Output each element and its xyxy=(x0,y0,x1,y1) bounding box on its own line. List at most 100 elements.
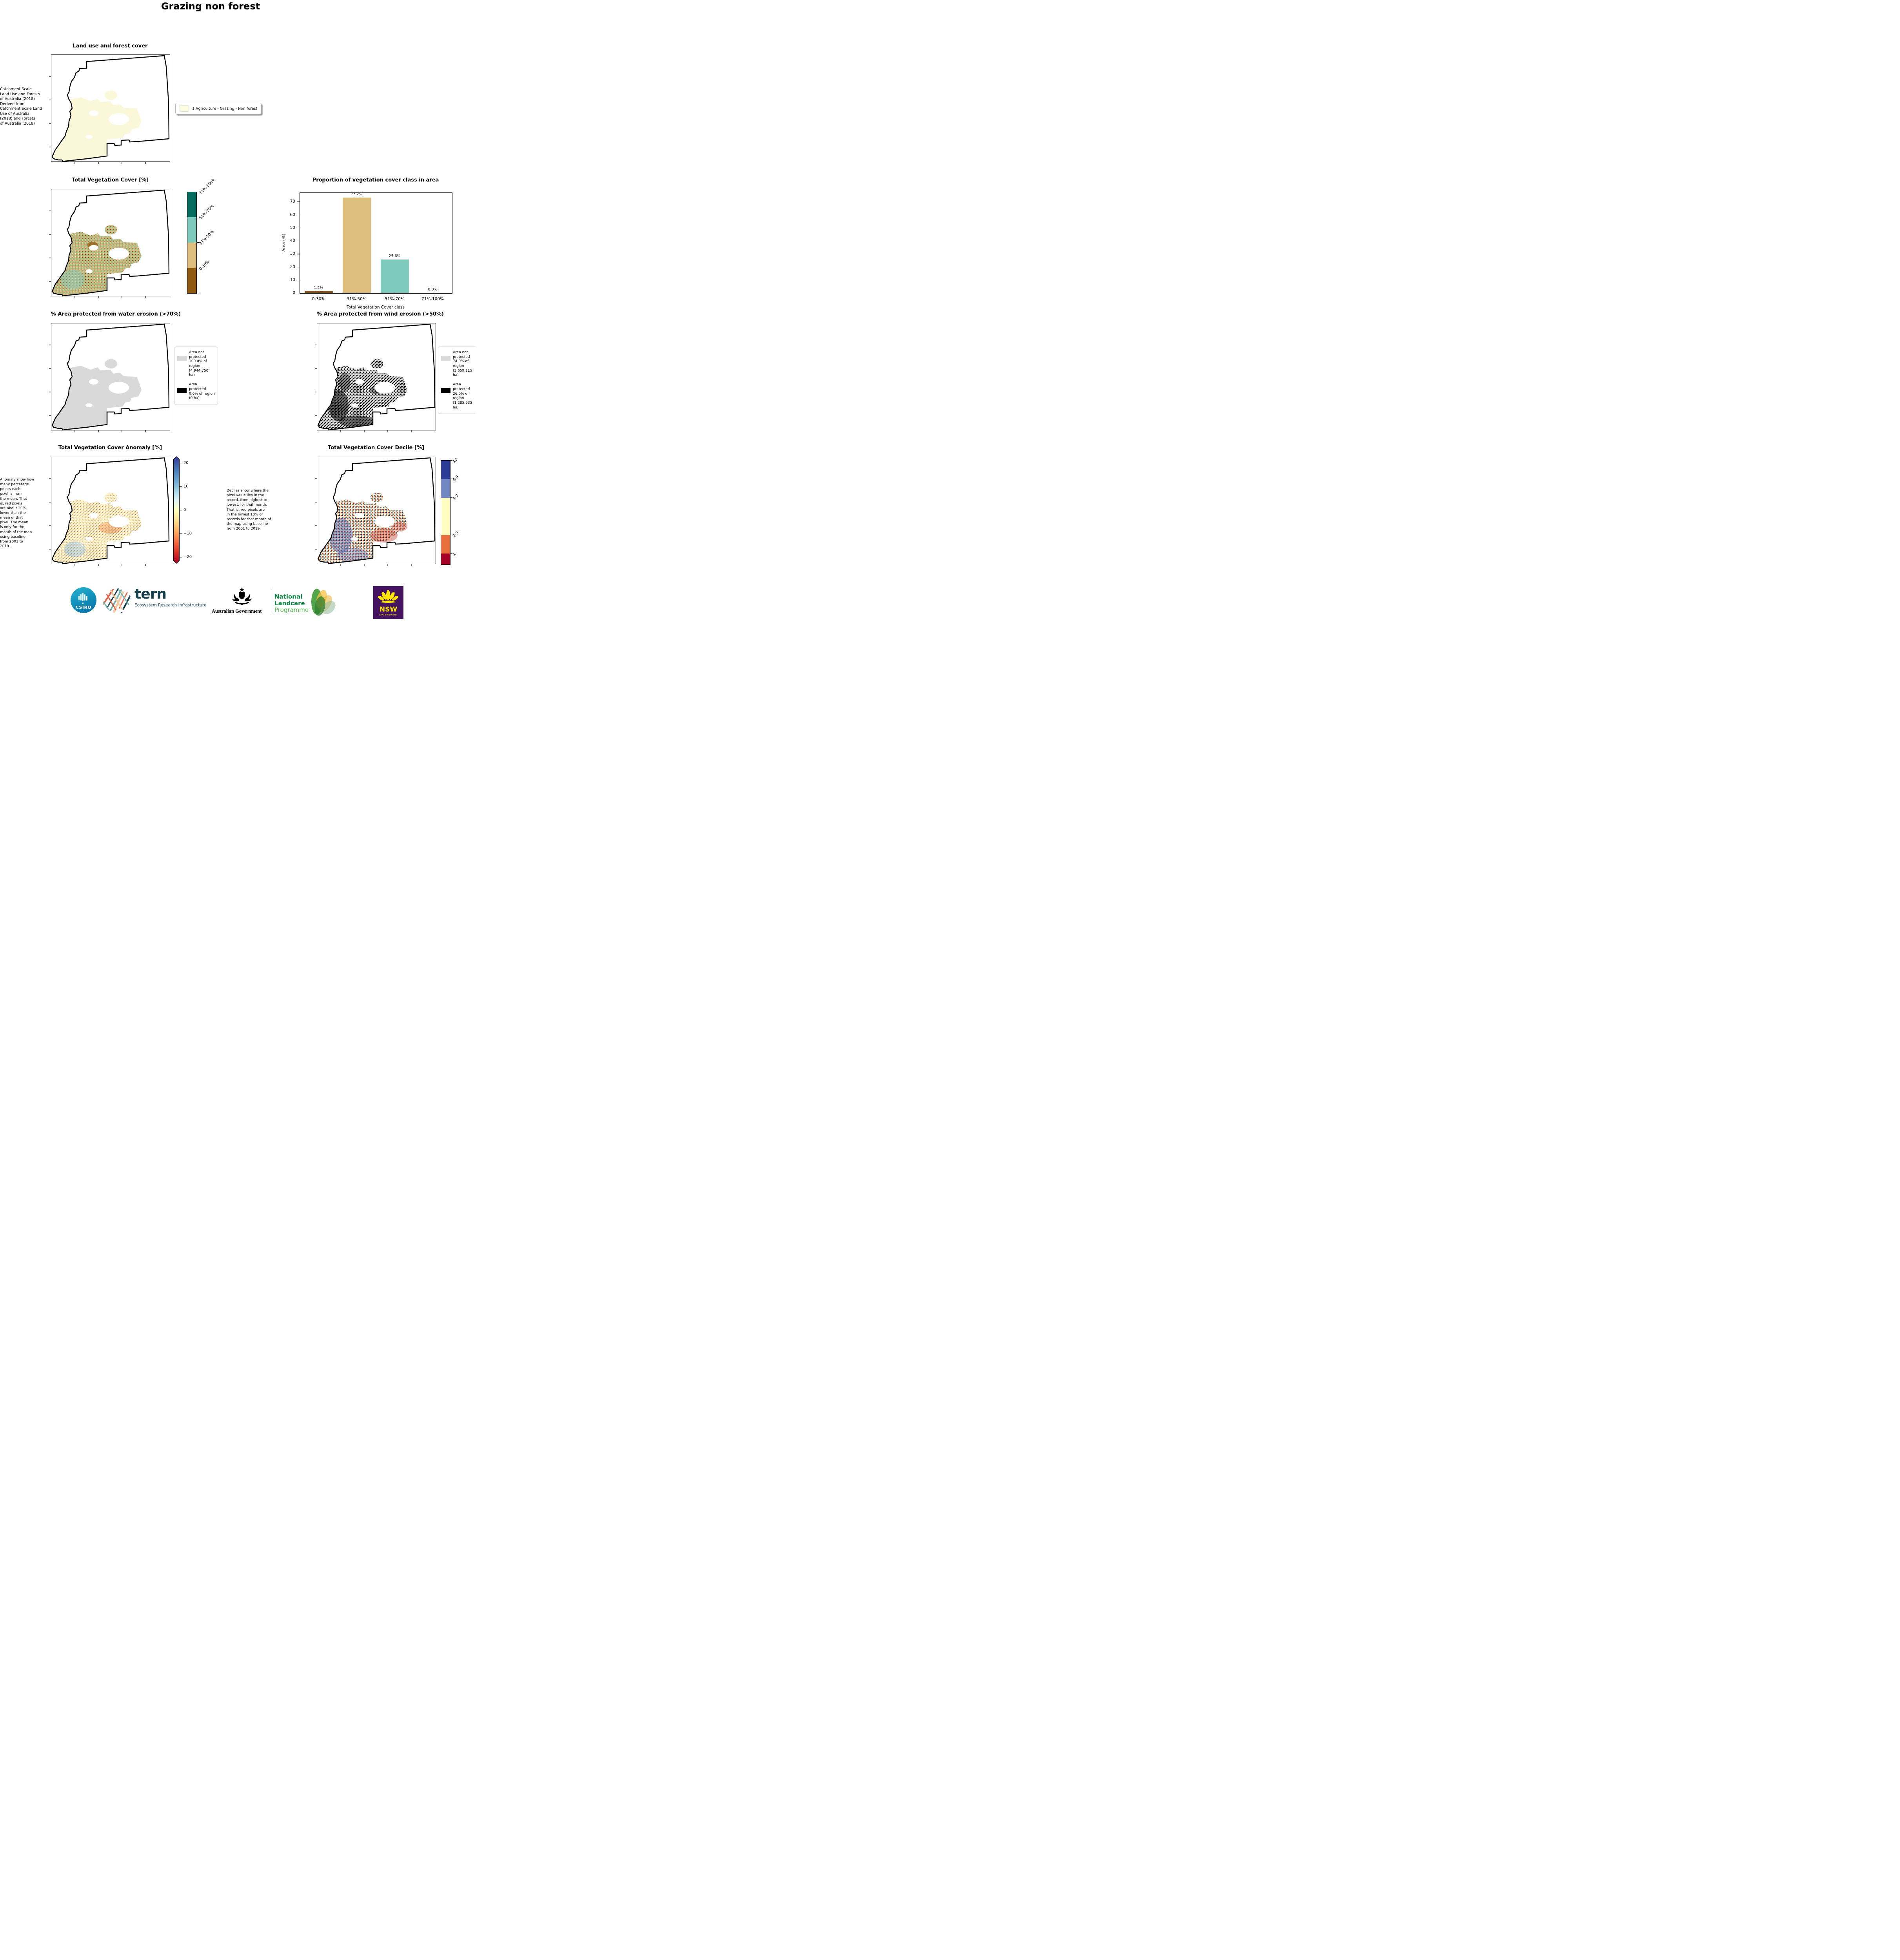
y-tick xyxy=(297,201,300,202)
y-tick-label: 70 xyxy=(290,199,295,204)
y-tick-label: 30 xyxy=(290,251,295,256)
x-tick-label: 0-30% xyxy=(312,297,325,301)
decile-seg-8-9 xyxy=(441,479,450,498)
anomaly-tick-10: 10 xyxy=(183,484,189,489)
anomaly-tick-neg10: −10 xyxy=(183,531,192,536)
proportion-chart-ylabel: Area (%) xyxy=(282,234,286,252)
anomaly-tick-20: 20 xyxy=(183,461,189,465)
decile-seg-4-7 xyxy=(441,498,450,535)
wind-legend-not-protected: Area not protected 74.0% of region (3,65… xyxy=(441,350,475,378)
vegbar-tick xyxy=(196,242,199,243)
bar-value-label: 1.2% xyxy=(314,286,323,290)
wind-protected-swatch xyxy=(441,388,450,393)
vegcover-map-panel xyxy=(49,189,170,299)
landuse-legend: 1 Agriculture - Grazing - Non forest xyxy=(175,103,262,114)
csiro-soundwave-icon xyxy=(78,593,87,604)
leaf-cluster-icon xyxy=(311,589,336,616)
nsw-sublabel: GOVERNMENT xyxy=(379,614,398,616)
bar-value-label: 73.2% xyxy=(351,192,363,196)
decile-note: Deciles show where the pixel value lies … xyxy=(227,489,271,531)
landcare-line-2: Landcare xyxy=(274,599,305,607)
bar xyxy=(304,291,333,293)
anomaly-tick-neg20: −20 xyxy=(183,555,192,559)
anomaly-note: Anomaly show how many percetage points e… xyxy=(0,478,35,548)
decile-label-1: 1 xyxy=(452,552,457,557)
landuse-map-panel xyxy=(49,54,170,164)
bar xyxy=(342,197,371,293)
decile-map xyxy=(314,457,436,566)
wind-not-protected-label: Area not protected 74.0% of region (3,65… xyxy=(453,350,472,377)
y-tick-label: 40 xyxy=(290,238,295,243)
water-erosion-map xyxy=(49,323,170,433)
vegcover-colorbar-seg-51-70 xyxy=(187,217,196,243)
tern-australia-icon xyxy=(99,586,133,618)
decile-tick xyxy=(450,497,452,498)
y-tick-label: 20 xyxy=(290,264,295,269)
water-not-protected-label: Area not protected 100.0% of region (4,9… xyxy=(189,350,209,377)
australian-government-label: Australian Government xyxy=(212,608,262,614)
nsw-label: NSW xyxy=(379,606,398,613)
vegcover-map xyxy=(49,189,170,299)
csiro-circle-icon: CSIRO xyxy=(71,587,96,613)
crest-icon xyxy=(232,587,252,605)
wind-erosion-legend: Area not protected 74.0% of region (3,65… xyxy=(438,347,475,414)
vegbar-label-0-30: 0-30% xyxy=(198,259,211,272)
tern-subtitle: Ecosystem Research Infrastructure xyxy=(134,603,207,608)
decile-tick xyxy=(450,460,452,461)
decile-label-10: 10 xyxy=(452,457,459,464)
nsw-government-logo: NSW GOVERNMENT xyxy=(373,586,403,619)
australian-government-crest-icon xyxy=(230,587,254,608)
page-title: Grazing non forest xyxy=(161,1,260,12)
water-protected-swatch xyxy=(177,388,187,393)
decile-label-8-9: 8-9 xyxy=(452,475,460,483)
anomaly-colorbar-gradient xyxy=(174,457,179,563)
wind-erosion-map xyxy=(314,323,436,433)
decile-tick xyxy=(450,553,452,554)
wind-erosion-map-panel xyxy=(314,323,436,433)
x-tick-label: 51%-70% xyxy=(385,297,405,301)
vegcover-colorbar-seg-31-50 xyxy=(187,243,196,268)
bar-value-label: 0.0% xyxy=(428,287,438,292)
water-legend-protected: Area protected 0.0% of region (0 ha) xyxy=(177,383,215,401)
waratah-icon xyxy=(378,590,398,603)
x-tick-label: 31%-50% xyxy=(347,297,367,301)
tern-logo: tern Ecosystem Research Infrastructure xyxy=(134,586,207,608)
csiro-label: CSIRO xyxy=(75,605,92,610)
water-legend-not-protected: Area not protected 100.0% of region (4,9… xyxy=(177,350,215,378)
anomaly-tick xyxy=(180,486,182,487)
national-landcare-logo: National Landcare Programme xyxy=(274,593,309,613)
y-tick-label: 10 xyxy=(290,277,295,282)
vegcover-colorbar-seg-0-30 xyxy=(187,268,196,293)
decile-map-panel xyxy=(314,457,436,566)
vegbar-label-71-100: 71%-100% xyxy=(198,177,217,196)
decile-seg-10 xyxy=(441,461,450,479)
tern-map-scribble xyxy=(103,588,131,615)
x-tick-label: 71%-100% xyxy=(421,297,444,301)
decile-label-2-3: 2-3 xyxy=(452,531,460,539)
bar-value-label: 25.6% xyxy=(389,254,401,258)
vegcover-colorbar xyxy=(187,192,197,294)
landuse-source-note: Catchment Scale Land Use and Forests of … xyxy=(0,87,42,126)
anomaly-title: Total Vegetation Cover Anomaly [%] xyxy=(58,445,162,451)
wind-protected-label: Area protected 26.0% of region (1,285,63… xyxy=(453,383,472,410)
landuse-map xyxy=(49,55,170,164)
y-tick-label: 0 xyxy=(292,290,295,295)
y-tick-label: 50 xyxy=(290,225,295,230)
proportion-chart-xlabel: Total Vegetation Cover class xyxy=(347,305,405,310)
decile-title: Total Vegetation Cover Decile [%] xyxy=(328,445,424,451)
anomaly-map-panel xyxy=(49,457,170,566)
wind-legend-protected: Area protected 26.0% of region (1,285,63… xyxy=(441,383,475,410)
vegbar-label-51-70: 51%-70% xyxy=(198,204,215,221)
anomaly-map xyxy=(49,457,170,566)
tern-label: tern xyxy=(134,586,167,602)
landuse-legend-swatch xyxy=(180,105,189,112)
water-not-protected-swatch xyxy=(177,356,187,361)
water-erosion-legend: Area not protected 100.0% of region (4,9… xyxy=(174,347,218,405)
anomaly-tick-0: 0 xyxy=(183,508,186,512)
vegbar-label-31-50: 31%-50% xyxy=(198,229,215,246)
y-tick-label: 60 xyxy=(290,212,295,217)
decile-seg-1 xyxy=(441,554,450,564)
landcare-line-1: National xyxy=(274,593,303,600)
decile-label-4-7: 4-7 xyxy=(452,494,460,501)
water-protected-label: Area protected 0.0% of region (0 ha) xyxy=(189,383,215,401)
